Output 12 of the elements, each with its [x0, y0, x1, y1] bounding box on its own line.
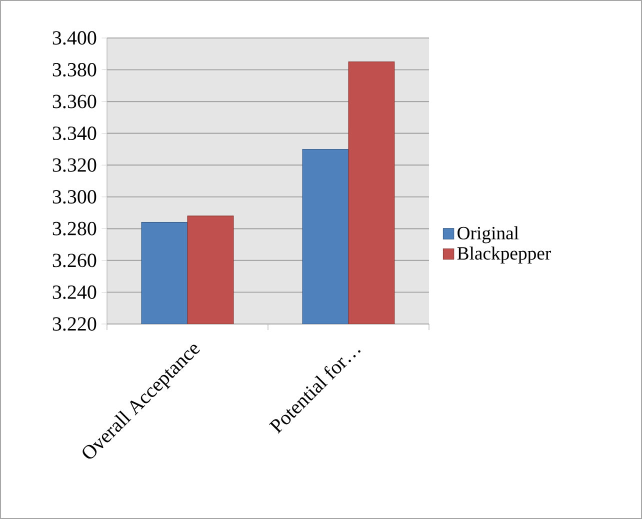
y-tick-label: 3.360	[52, 94, 96, 108]
y-tick-label: 3.240	[52, 285, 96, 300]
y-tick-label: 3.380	[52, 62, 96, 77]
y-tick-label: 3.340	[52, 126, 96, 140]
y-tick-label: 3.260	[52, 254, 96, 268]
y-tick-label: 3.400	[52, 31, 96, 45]
y-tick-label: 3.320	[52, 158, 96, 172]
y-tick-label: 3.280	[52, 222, 96, 236]
legend-label: Blackpepper	[457, 246, 552, 264]
y-tick-label: 3.300	[52, 190, 96, 204]
legend-label: Original	[458, 226, 519, 244]
y-tick-label: 3.220	[52, 317, 96, 331]
